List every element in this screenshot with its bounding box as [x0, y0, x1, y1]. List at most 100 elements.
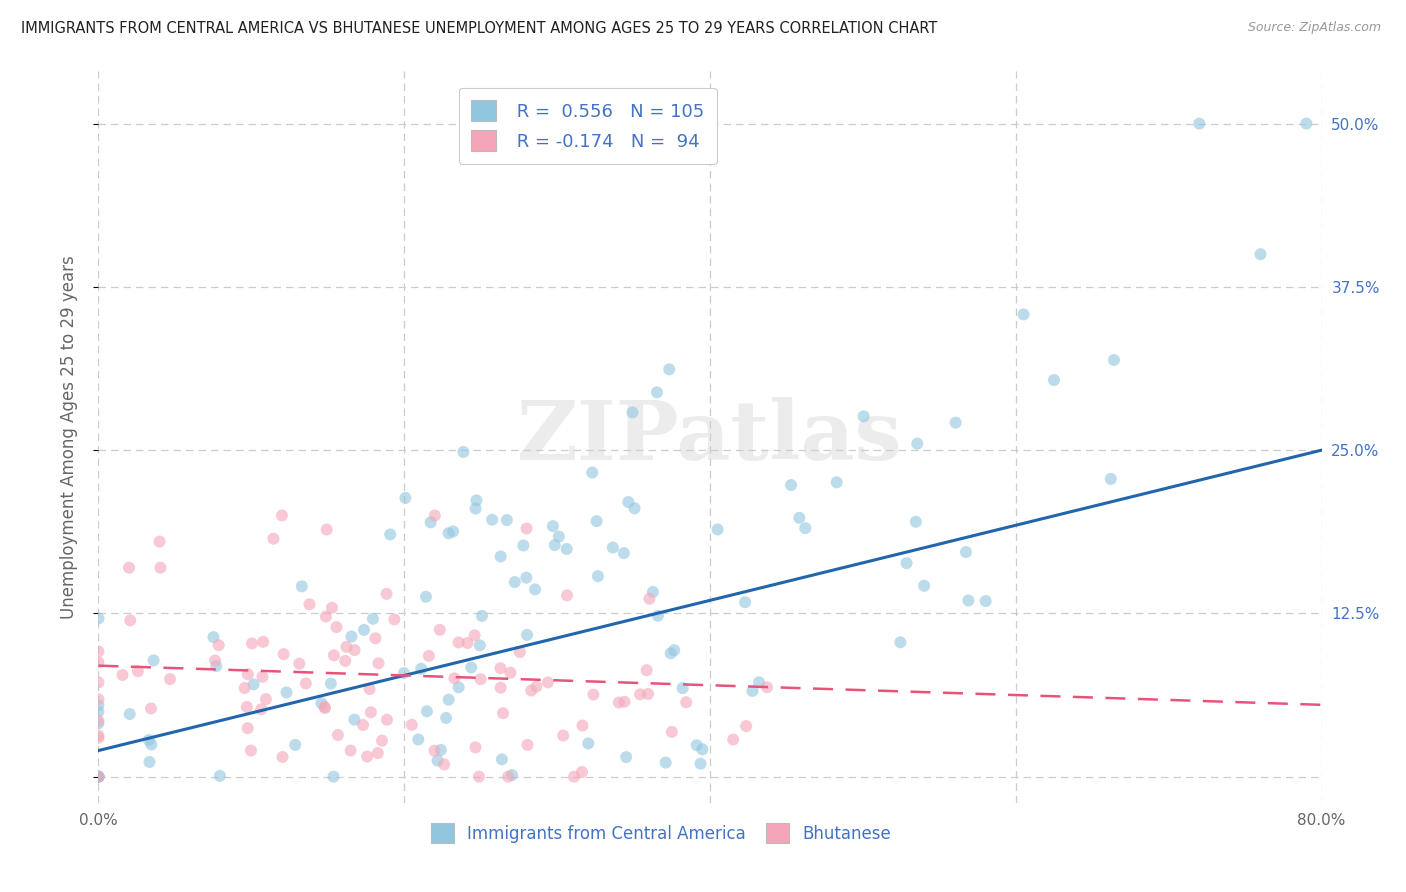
Point — [544, 538, 567, 552]
Point — [1295, 117, 1317, 131]
Point — [641, 585, 664, 599]
Point — [889, 635, 911, 649]
Point — [789, 510, 811, 524]
Point — [571, 718, 593, 732]
Point — [692, 742, 714, 756]
Point — [433, 757, 456, 772]
Point — [322, 770, 344, 784]
Point — [453, 445, 475, 459]
Point — [645, 385, 668, 400]
Point — [636, 663, 658, 677]
Point — [526, 680, 548, 694]
Point — [326, 728, 349, 742]
Point — [437, 526, 460, 541]
Point — [138, 755, 160, 769]
Point — [384, 612, 406, 626]
Point — [524, 582, 547, 597]
Point — [492, 706, 515, 721]
Point — [675, 695, 697, 709]
Point — [270, 508, 292, 523]
Point — [571, 764, 593, 779]
Point — [321, 600, 343, 615]
Point — [315, 523, 337, 537]
Point — [794, 521, 817, 535]
Point — [581, 466, 603, 480]
Point — [547, 529, 569, 543]
Point — [896, 556, 918, 570]
Point — [87, 698, 110, 713]
Point — [661, 724, 683, 739]
Point — [353, 623, 375, 637]
Point — [416, 704, 439, 718]
Point — [142, 653, 165, 667]
Point — [111, 668, 134, 682]
Point — [87, 731, 110, 745]
Point — [325, 620, 347, 634]
Point — [87, 770, 110, 784]
Point — [602, 541, 624, 555]
Point — [335, 654, 357, 668]
Point — [555, 542, 578, 557]
Point — [87, 770, 110, 784]
Point — [236, 721, 259, 735]
Point — [254, 692, 277, 706]
Point — [945, 416, 967, 430]
Point — [239, 743, 262, 757]
Point — [236, 700, 259, 714]
Point — [637, 687, 659, 701]
Point — [613, 695, 636, 709]
Point — [367, 746, 389, 760]
Point — [489, 549, 512, 564]
Point — [87, 770, 110, 784]
Point — [447, 635, 470, 649]
Point — [586, 569, 609, 583]
Point — [87, 675, 110, 690]
Point — [87, 716, 110, 731]
Point — [314, 701, 336, 715]
Point — [664, 643, 686, 657]
Point — [284, 738, 307, 752]
Point — [430, 743, 453, 757]
Point — [974, 594, 997, 608]
Point — [87, 770, 110, 784]
Point — [87, 692, 110, 706]
Point — [335, 640, 357, 654]
Point — [139, 701, 162, 715]
Point — [562, 770, 585, 784]
Point — [423, 508, 446, 523]
Point — [741, 684, 763, 698]
Point — [149, 560, 172, 574]
Point — [706, 523, 728, 537]
Point — [489, 661, 512, 675]
Point — [515, 571, 537, 585]
Point — [252, 670, 274, 684]
Point — [343, 643, 366, 657]
Point — [352, 718, 374, 732]
Point — [236, 667, 259, 681]
Point — [271, 750, 294, 764]
Text: IMMIGRANTS FROM CENTRAL AMERICA VS BHUTANESE UNEMPLOYMENT AMONG AGES 25 TO 29 YE: IMMIGRANTS FROM CENTRAL AMERICA VS BHUTA… — [21, 21, 938, 36]
Point — [659, 646, 682, 660]
Point — [408, 732, 430, 747]
Point — [252, 634, 274, 648]
Y-axis label: Unemployment Among Ages 25 to 29 years: Unemployment Among Ages 25 to 29 years — [59, 255, 77, 619]
Point — [654, 756, 676, 770]
Point — [489, 681, 512, 695]
Point — [553, 729, 575, 743]
Point — [1102, 353, 1125, 368]
Point — [418, 648, 440, 663]
Point — [555, 588, 578, 602]
Point — [441, 524, 464, 539]
Point — [614, 750, 637, 764]
Point — [242, 677, 264, 691]
Point — [392, 666, 415, 681]
Point — [447, 680, 470, 694]
Point — [87, 655, 110, 669]
Point — [613, 546, 636, 560]
Point — [1188, 117, 1211, 131]
Point — [314, 700, 336, 714]
Point — [496, 513, 519, 527]
Point — [464, 628, 486, 642]
Point — [576, 736, 599, 750]
Point — [423, 744, 446, 758]
